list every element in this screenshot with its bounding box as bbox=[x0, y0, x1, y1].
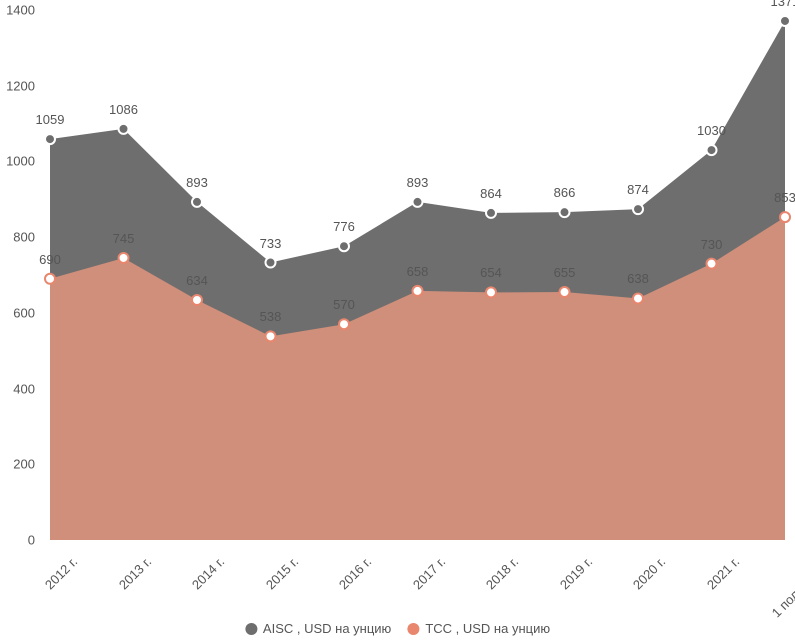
y-tick-label: 400 bbox=[13, 381, 35, 396]
data-label: 1086 bbox=[109, 102, 138, 117]
data-marker bbox=[119, 124, 129, 134]
data-label: 893 bbox=[186, 175, 208, 190]
chart-svg bbox=[0, 0, 795, 644]
legend-label-aisc: AISC , USD на унцию bbox=[263, 621, 391, 636]
data-label: 655 bbox=[554, 265, 576, 280]
data-label: 866 bbox=[554, 185, 576, 200]
legend-item-aisc: AISC , USD на унцию bbox=[245, 621, 391, 636]
data-marker bbox=[339, 319, 349, 329]
data-marker bbox=[560, 207, 570, 217]
data-label: 853 bbox=[774, 190, 795, 205]
data-label: 658 bbox=[407, 264, 429, 279]
legend-dot-aisc bbox=[245, 623, 257, 635]
data-marker bbox=[486, 287, 496, 297]
data-marker bbox=[266, 331, 276, 341]
data-label: 733 bbox=[260, 236, 282, 251]
legend-dot-tcc bbox=[407, 623, 419, 635]
data-label: 634 bbox=[186, 273, 208, 288]
data-marker bbox=[192, 295, 202, 305]
chart-container: 0200400600800100012001400 2012 г.2013 г.… bbox=[0, 0, 795, 644]
legend-label-tcc: TCC , USD на унцию bbox=[425, 621, 550, 636]
data-marker bbox=[45, 274, 55, 284]
data-label: 690 bbox=[39, 252, 61, 267]
data-marker bbox=[633, 204, 643, 214]
data-label: 776 bbox=[333, 219, 355, 234]
y-tick-label: 0 bbox=[28, 533, 35, 548]
data-marker bbox=[780, 16, 790, 26]
data-marker bbox=[560, 287, 570, 297]
y-tick-label: 200 bbox=[13, 457, 35, 472]
legend: AISC , USD на унцию TCC , USD на унцию bbox=[245, 621, 550, 636]
y-tick-label: 1400 bbox=[6, 3, 35, 18]
data-label: 570 bbox=[333, 297, 355, 312]
data-label: 1371 bbox=[771, 0, 795, 9]
data-marker bbox=[192, 197, 202, 207]
data-label: 1030 bbox=[697, 123, 726, 138]
data-label: 730 bbox=[701, 237, 723, 252]
data-label: 538 bbox=[260, 309, 282, 324]
y-tick-label: 800 bbox=[13, 230, 35, 245]
data-marker bbox=[780, 212, 790, 222]
data-marker bbox=[707, 259, 717, 269]
data-marker bbox=[339, 241, 349, 251]
data-label: 745 bbox=[113, 231, 135, 246]
data-label: 654 bbox=[480, 265, 502, 280]
data-label: 638 bbox=[627, 271, 649, 286]
data-label: 1059 bbox=[36, 112, 65, 127]
data-marker bbox=[633, 293, 643, 303]
data-marker bbox=[413, 197, 423, 207]
data-marker bbox=[707, 145, 717, 155]
data-marker bbox=[486, 208, 496, 218]
data-label: 864 bbox=[480, 186, 502, 201]
y-tick-label: 1000 bbox=[6, 154, 35, 169]
y-tick-label: 600 bbox=[13, 305, 35, 320]
data-label: 874 bbox=[627, 182, 649, 197]
data-marker bbox=[413, 286, 423, 296]
data-marker bbox=[119, 253, 129, 263]
data-label: 893 bbox=[407, 175, 429, 190]
y-tick-label: 1200 bbox=[6, 78, 35, 93]
legend-item-tcc: TCC , USD на унцию bbox=[407, 621, 550, 636]
data-marker bbox=[45, 134, 55, 144]
data-marker bbox=[266, 258, 276, 268]
